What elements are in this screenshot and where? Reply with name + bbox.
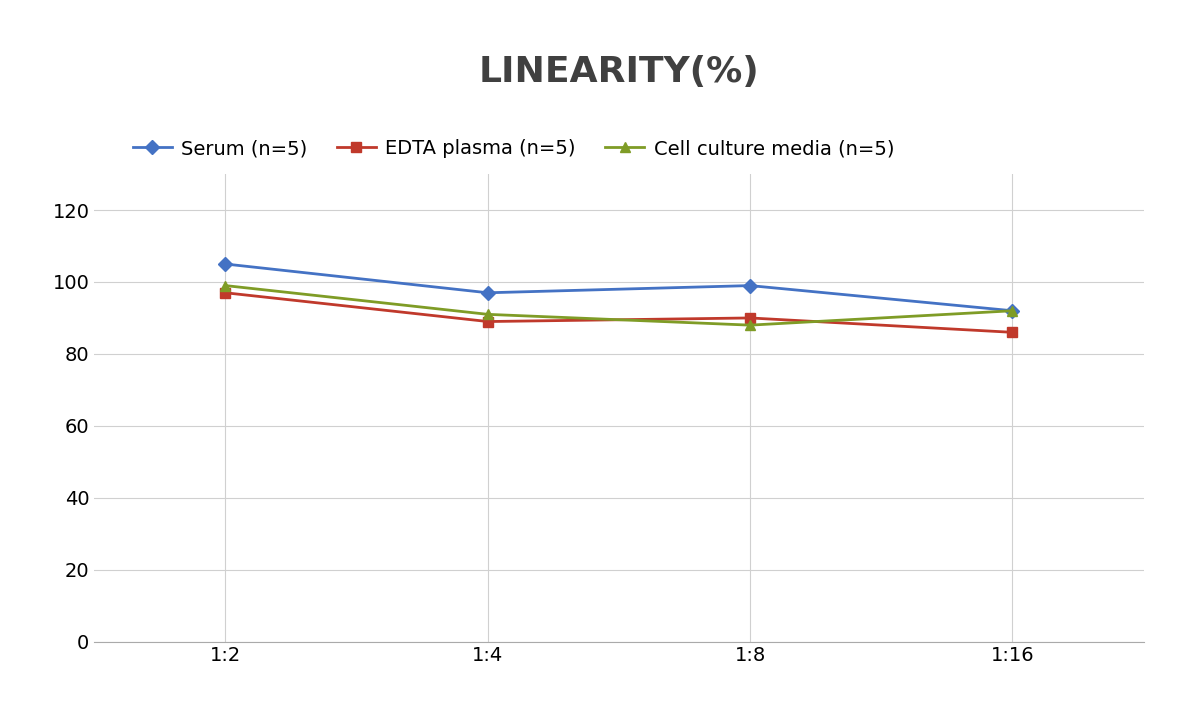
Line: Serum (n=5): Serum (n=5) [220, 259, 1017, 316]
Text: LINEARITY(%): LINEARITY(%) [479, 55, 759, 89]
Serum (n=5) [1006, 307, 1020, 315]
Line: EDTA plasma (n=5): EDTA plasma (n=5) [220, 288, 1017, 337]
Cell culture media (n=5) [481, 310, 495, 319]
Serum (n=5) [481, 288, 495, 297]
EDTA plasma (n=5) [218, 288, 232, 297]
Cell culture media (n=5) [743, 321, 757, 329]
EDTA plasma (n=5) [481, 317, 495, 326]
EDTA plasma (n=5) [743, 314, 757, 322]
EDTA plasma (n=5) [1006, 328, 1020, 336]
Serum (n=5) [218, 259, 232, 268]
Cell culture media (n=5) [1006, 307, 1020, 315]
Line: Cell culture media (n=5): Cell culture media (n=5) [220, 281, 1017, 330]
Cell culture media (n=5) [218, 281, 232, 290]
Legend: Serum (n=5), EDTA plasma (n=5), Cell culture media (n=5): Serum (n=5), EDTA plasma (n=5), Cell cul… [125, 131, 902, 166]
Serum (n=5) [743, 281, 757, 290]
